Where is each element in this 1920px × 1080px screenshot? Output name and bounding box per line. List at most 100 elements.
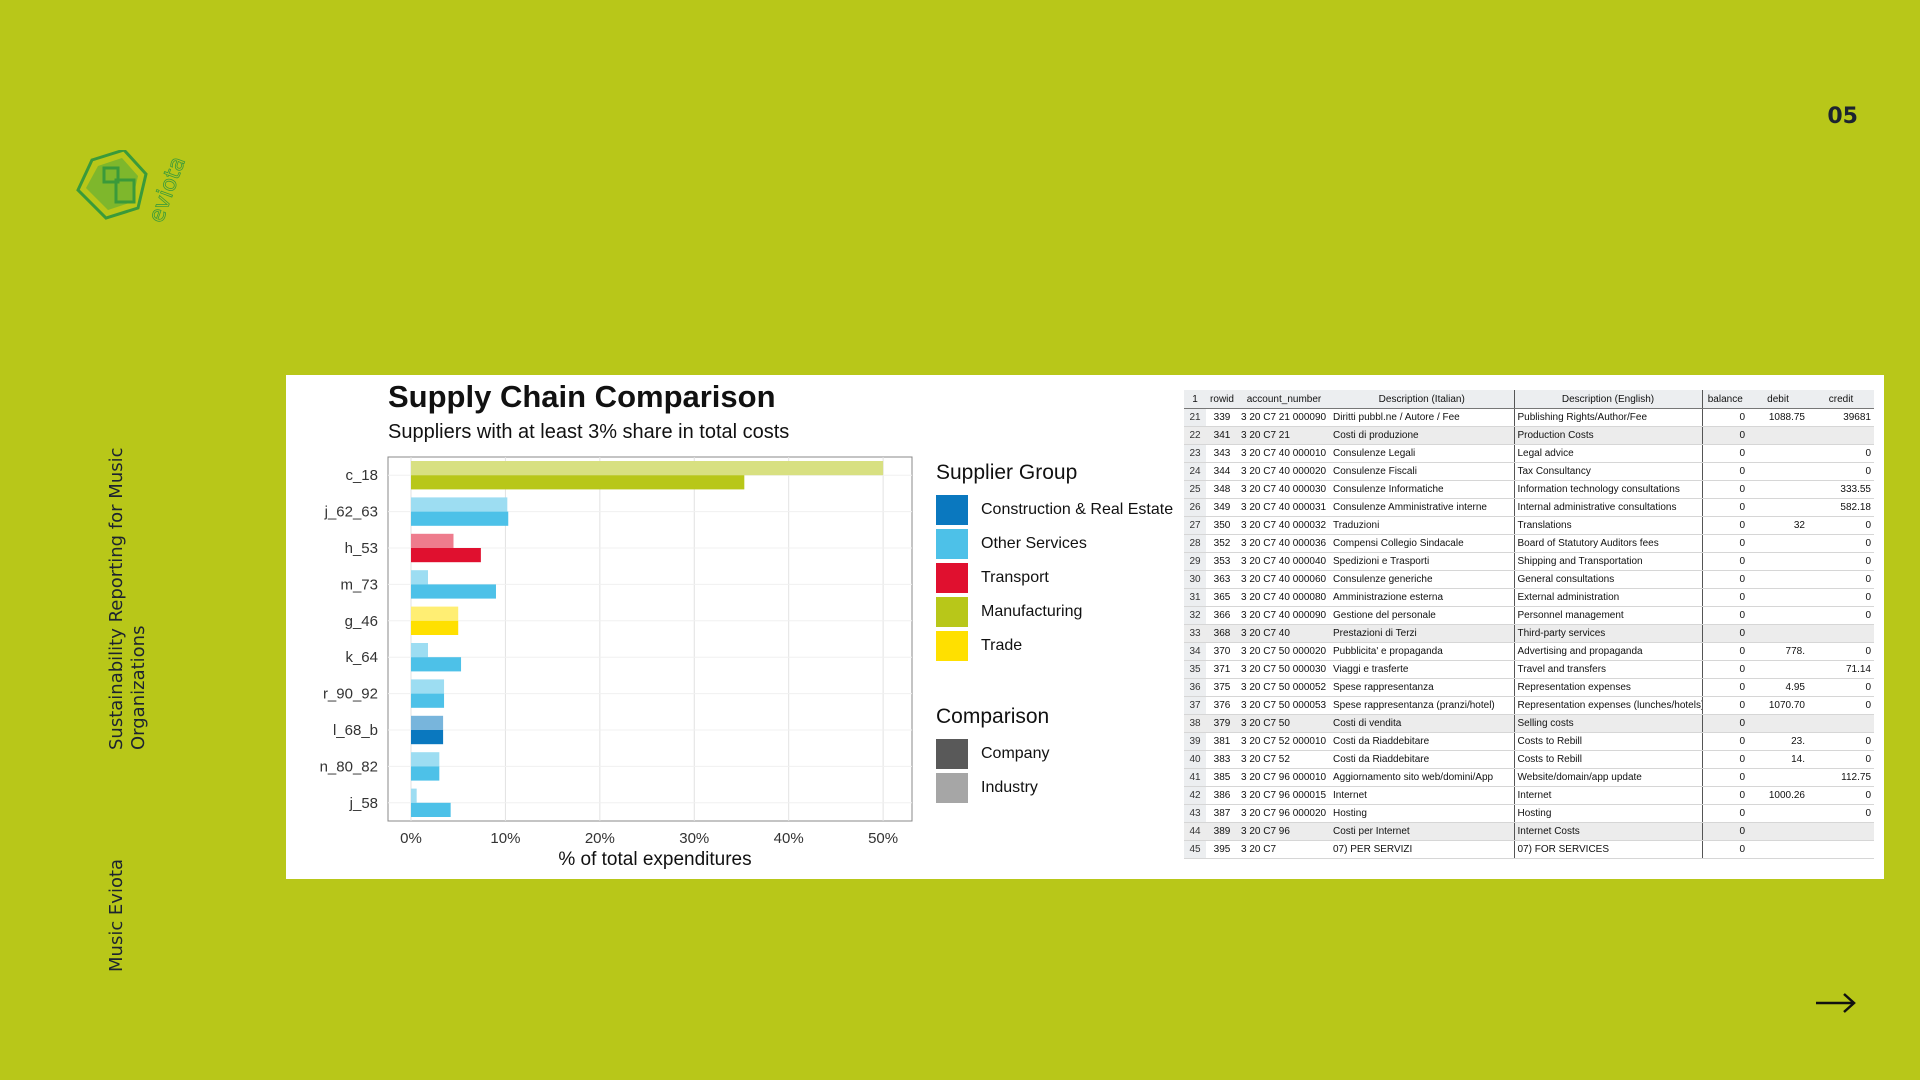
table-row[interactable]: 30 363 3 20 C7 40 000060 Consulenze generic… <box>1184 570 1874 589</box>
table-cell-rowid: 341 <box>1206 426 1238 445</box>
table-row[interactable]: 32 366 3 20 C7 40 000090 Gestione del perso… <box>1184 606 1874 625</box>
table-cell-credit <box>1808 624 1874 643</box>
table-cell-it: Diritti pubbl.ne / Autore / Fee <box>1330 408 1515 427</box>
table-cell-acc: 3 20 C7 50 <box>1238 714 1330 733</box>
legend-swatch <box>936 529 968 559</box>
table-cell-debit: 1070.70 <box>1748 696 1808 715</box>
table-cell-en: Costs to Rebill <box>1514 750 1703 769</box>
table-row[interactable]: 29 353 3 20 C7 40 000040 Spedizioni e Trasp… <box>1184 552 1874 571</box>
table-cell-acc: 3 20 C7 50 000030 <box>1238 660 1330 679</box>
table-row[interactable]: 22 341 3 20 C7 21 Costi di produzione Produc… <box>1184 426 1874 445</box>
column-header[interactable]: Description (English) <box>1514 390 1703 409</box>
table-cell-en: Legal advice <box>1514 444 1703 463</box>
table-cell-debit <box>1748 840 1808 859</box>
table-cell-rowid: 375 <box>1206 678 1238 697</box>
table-cell-bal: 0 <box>1702 822 1748 841</box>
bar-industry-g_46 <box>411 606 459 621</box>
table-cell-credit <box>1808 426 1874 445</box>
column-header[interactable]: debit <box>1748 390 1808 409</box>
table-cell-rowid: 343 <box>1206 444 1238 463</box>
table-cell-it: Traduzioni <box>1330 516 1515 535</box>
logo-text: eviota <box>144 153 191 226</box>
table-row[interactable]: 43 387 3 20 C7 96 000020 Hosting Hosting 0 0 <box>1184 804 1874 823</box>
column-header[interactable]: Description (Italian) <box>1330 390 1515 409</box>
table-cell-rowid: 348 <box>1206 480 1238 499</box>
table-cell-credit: 0 <box>1808 444 1874 463</box>
table-row[interactable]: 38 379 3 20 C7 50 Costi di vendita Selling c… <box>1184 714 1874 733</box>
table-cell-debit: 778. <box>1748 642 1808 661</box>
table-cell-bal: 0 <box>1702 804 1748 823</box>
table-cell-it: Costi di vendita <box>1330 714 1515 733</box>
table-cell-credit: 0 <box>1808 534 1874 553</box>
table-row[interactable]: 25 348 3 20 C7 40 000030 Consulenze Informa… <box>1184 480 1874 499</box>
table-row[interactable]: 31 365 3 20 C7 40 000080 Amministrazione es… <box>1184 588 1874 607</box>
table-row[interactable]: 21 339 3 20 C7 21 000090 Diritti pubbl.ne /… <box>1184 408 1874 427</box>
table-row[interactable]: 39 381 3 20 C7 52 000010 Costi da Riaddebit… <box>1184 732 1874 751</box>
table-cell-en: Personnel management <box>1514 606 1703 625</box>
table-cell-credit: 582.18 <box>1808 498 1874 517</box>
table-cell-credit: 39681 <box>1808 408 1874 427</box>
table-row[interactable]: 27 350 3 20 C7 40 000032 Traduzioni Translat… <box>1184 516 1874 535</box>
table-row[interactable]: 40 383 3 20 C7 52 Costi da Riaddebitare Cost… <box>1184 750 1874 769</box>
column-header[interactable]: account_number <box>1238 390 1330 409</box>
table-cell-en: Translations <box>1514 516 1703 535</box>
table-cell-credit: 0 <box>1808 588 1874 607</box>
table-cell-rowid: 352 <box>1206 534 1238 553</box>
column-header[interactable]: balance <box>1702 390 1748 409</box>
table-cell-acc: 3 20 C7 50 000052 <box>1238 678 1330 697</box>
table-cell-acc: 3 20 C7 <box>1238 840 1330 859</box>
table-cell-bal: 0 <box>1702 696 1748 715</box>
bar-company-c_18 <box>411 475 745 490</box>
table-cell-en: Board of Statutory Auditors fees <box>1514 534 1703 553</box>
table-row[interactable]: 37 376 3 20 C7 50 000053 Spese rappresentan… <box>1184 696 1874 715</box>
table-cell-acc: 3 20 C7 40 000080 <box>1238 588 1330 607</box>
table-cell-en: 07) FOR SERVICES <box>1514 840 1703 859</box>
column-header[interactable]: rowid <box>1206 390 1238 409</box>
table-cell-credit: 0 <box>1808 570 1874 589</box>
legend-item-other_services: Other Services <box>936 527 1236 561</box>
table-row[interactable]: 44 389 3 20 C7 96 Costi per Internet Interne… <box>1184 822 1874 841</box>
table-cell-debit: 4.95 <box>1748 678 1808 697</box>
next-slide-button[interactable] <box>1812 988 1860 1018</box>
bar-industry-r_90_92 <box>411 679 445 694</box>
table-cell-bal: 0 <box>1702 462 1748 481</box>
table-cell-i: 43 <box>1184 804 1206 823</box>
table-cell-i: 24 <box>1184 462 1206 481</box>
table-cell-rowid: 365 <box>1206 588 1238 607</box>
table-cell-bal: 0 <box>1702 768 1748 787</box>
table-cell-it: Costi per Internet <box>1330 822 1515 841</box>
table-cell-bal: 0 <box>1702 606 1748 625</box>
column-header[interactable]: credit <box>1808 390 1874 409</box>
table-row[interactable]: 35 371 3 20 C7 50 000030 Viaggi e trasferte… <box>1184 660 1874 679</box>
table-cell-i: 23 <box>1184 444 1206 463</box>
table-row[interactable]: 41 385 3 20 C7 96 000010 Aggiornamento sito… <box>1184 768 1874 787</box>
table-row[interactable]: 24 344 3 20 C7 40 000020 Consulenze Fiscali… <box>1184 462 1874 481</box>
table-cell-acc: 3 20 C7 40 000031 <box>1238 498 1330 517</box>
table-cell-en: Hosting <box>1514 804 1703 823</box>
column-header[interactable]: 1 <box>1184 390 1206 409</box>
table-cell-bal: 0 <box>1702 642 1748 661</box>
legend-item-trade: Trade <box>936 629 1236 663</box>
table-cell-acc: 3 20 C7 40 <box>1238 624 1330 643</box>
table-cell-credit <box>1808 822 1874 841</box>
table-cell-it: Costi da Riaddebitare <box>1330 732 1515 751</box>
table-cell-bal: 0 <box>1702 678 1748 697</box>
table-cell-it: Prestazioni di Terzi <box>1330 624 1515 643</box>
table-row[interactable]: 28 352 3 20 C7 40 000036 Compensi Collegio … <box>1184 534 1874 553</box>
table-row[interactable]: 33 368 3 20 C7 40 Prestazioni di Terzi Third… <box>1184 624 1874 643</box>
bar-industry-m_73 <box>411 570 428 585</box>
table-cell-rowid: 350 <box>1206 516 1238 535</box>
table-cell-bal: 0 <box>1702 480 1748 499</box>
table-row[interactable]: 42 386 3 20 C7 96 000015 Internet Internet 0 1… <box>1184 786 1874 805</box>
table-cell-rowid: 368 <box>1206 624 1238 643</box>
table-cell-i: 37 <box>1184 696 1206 715</box>
table-row[interactable]: 34 370 3 20 C7 50 000020 Pubblicita' e prop… <box>1184 642 1874 661</box>
table-row[interactable]: 36 375 3 20 C7 50 000052 Spese rappresentan… <box>1184 678 1874 697</box>
table-cell-bal: 0 <box>1702 570 1748 589</box>
table-row[interactable]: 23 343 3 20 C7 40 000010 Consulenze Legali L… <box>1184 444 1874 463</box>
table-cell-bal: 0 <box>1702 426 1748 445</box>
table-row[interactable]: 45 395 3 20 C7 07) PER SERVIZI 07) FOR SERVI… <box>1184 840 1874 859</box>
y-tick-label: l_68_b <box>333 722 378 739</box>
table-row[interactable]: 26 349 3 20 C7 40 000031 Consulenze Amminis… <box>1184 498 1874 517</box>
legend-swatch <box>936 739 968 769</box>
